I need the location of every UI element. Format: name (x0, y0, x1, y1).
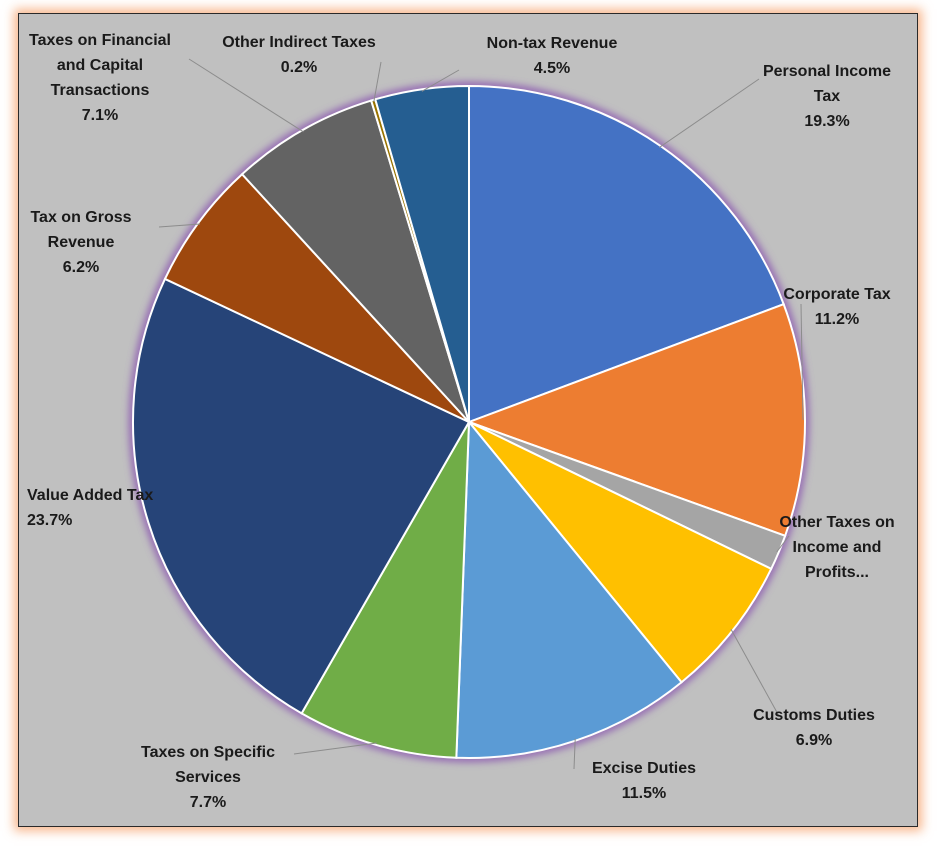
slice-value-added-tax (132, 277, 471, 715)
slice-taxes-on-financial-and-capital-transactions (240, 99, 470, 423)
data-label-taxes-on-financial-and-capital-transactions: Transactions (51, 82, 150, 99)
data-label-other-taxes-on-income-and-profits: Other Taxes on (779, 514, 894, 531)
leader-line (800, 303, 804, 420)
data-label-personal-income-tax: 19.3% (804, 113, 849, 130)
pie-chart: Personal Income Tax 19.3% Corporate Tax 11.2… (27, 32, 895, 811)
data-label-taxes-on-financial-and-capital-transactions: and Capital (57, 57, 143, 74)
leader-line (659, 78, 760, 148)
pie-slices (132, 84, 806, 759)
data-label-corporate-tax: 11.2% (815, 311, 859, 328)
leader-line (373, 61, 382, 102)
data-label-taxes-on-specific-services: Services (175, 769, 241, 786)
data-label-excise-duties: Excise Duties (592, 760, 696, 777)
slice-tax-on-gross-revenue (163, 172, 470, 423)
leader-line (293, 742, 377, 755)
chart-frame: Personal Income Tax 19.3% Corporate Tax 11.2… (18, 13, 918, 827)
data-label-customs-duties: Customs Duties (753, 707, 875, 724)
data-label-taxes-on-specific-services: Taxes on Specific (141, 744, 275, 761)
data-label-non-tax-revenue: Non-tax Revenue (487, 35, 618, 52)
data-label-value-added-tax: 23.7% (27, 512, 72, 529)
data-label-value-added-tax: Value Added Tax (27, 487, 153, 504)
data-label-taxes-on-financial-and-capital-transactions: 7.1% (82, 107, 118, 124)
data-label-tax-on-gross-revenue: Tax on Gross (30, 209, 131, 226)
data-label-excise-duties: 11.5% (622, 785, 666, 802)
data-label-corporate-tax: Corporate Tax (783, 286, 890, 303)
slice-excise-duties (455, 419, 683, 759)
leader-line (188, 58, 304, 133)
data-label-tax-on-gross-revenue: 6.2% (63, 259, 99, 276)
data-label-taxes-on-financial-and-capital-transactions: Taxes on Financial (29, 32, 171, 49)
data-label-non-tax-revenue: 4.5% (534, 60, 570, 77)
data-label-customs-duties: 6.9% (796, 732, 832, 749)
leader-line (158, 223, 201, 228)
data-label-other-taxes-on-income-and-profits: Income and (793, 539, 882, 556)
data-label-tax-on-gross-revenue: Revenue (48, 234, 115, 251)
slice-personal-income-tax (468, 84, 785, 424)
data-label-personal-income-tax: Tax (814, 88, 840, 105)
leader-line (573, 738, 576, 770)
data-labels: Personal Income Tax 19.3% Corporate Tax 11.2… (27, 32, 895, 811)
data-label-other-indirect-taxes: 0.2% (281, 59, 317, 76)
slice-corporate-tax (466, 302, 806, 538)
data-label-other-indirect-taxes: Other Indirect Taxes (222, 34, 376, 51)
leader-line (776, 535, 790, 553)
leader-line (730, 628, 780, 717)
slice-customs-duties (468, 421, 773, 684)
data-label-personal-income-tax: Personal Income (763, 63, 891, 80)
slice-taxes-on-specific-services (300, 421, 470, 759)
slice-non-tax-revenue (374, 84, 470, 423)
data-label-taxes-on-specific-services: 7.7% (190, 794, 226, 811)
data-label-other-taxes-on-income-and-profits: Profits... (805, 564, 869, 581)
leader-line (421, 69, 460, 92)
leader-lines (158, 58, 804, 770)
